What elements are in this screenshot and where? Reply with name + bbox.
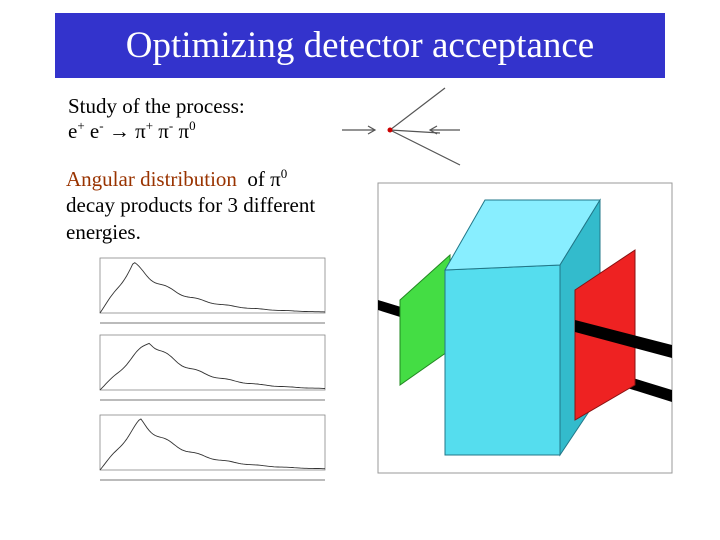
text: of π: [247, 167, 281, 191]
histograms: [99, 257, 326, 481]
superscript: 0: [280, 166, 288, 181]
process-term: →: [108, 119, 130, 143]
beam-line: [575, 320, 672, 358]
superscript: -: [168, 118, 174, 133]
process-term: e: [89, 119, 100, 143]
arrow: [389, 129, 441, 134]
superscript: -: [99, 118, 104, 133]
description-line: Angular distribution of π0: [66, 166, 287, 192]
process-term: π: [158, 119, 169, 143]
process-label: Study of the process:: [68, 94, 245, 118]
histogram-frame: [99, 257, 326, 314]
description-line: decay products for 3 different: [66, 193, 316, 217]
histogram-frame: [99, 414, 326, 471]
process-term: π: [135, 119, 146, 143]
process-term: e: [68, 119, 78, 143]
histogram-curve: [99, 342, 326, 391]
detector-image: [377, 182, 673, 474]
arrow-head: [367, 125, 377, 135]
process-diagram: [342, 87, 461, 166]
cyan-face: [444, 264, 561, 456]
superscript: 0: [189, 118, 196, 133]
arrow: [389, 129, 461, 166]
highlight: Angular distribution: [66, 167, 237, 191]
process: e+ e- → π+ π- π0: [68, 118, 196, 144]
title: Optimizing detector acceptance: [55, 13, 665, 78]
process-term: π: [178, 119, 190, 143]
histogram-curve: [99, 418, 325, 471]
vertex: [387, 127, 393, 133]
description-line: energies.: [66, 220, 141, 244]
superscript: +: [77, 118, 85, 133]
superscript: +: [145, 118, 154, 133]
arrow: [389, 87, 446, 131]
histogram-frame: [99, 334, 326, 391]
histogram-curve: [99, 262, 326, 314]
